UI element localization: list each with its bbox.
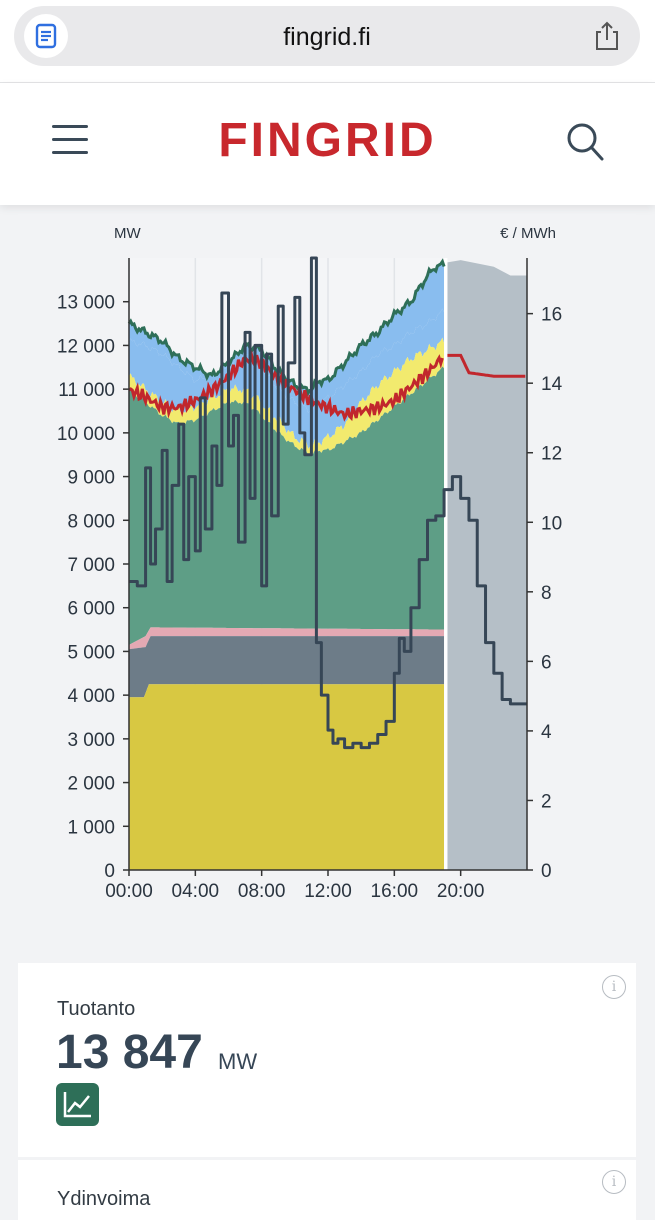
y-left-tick-label: 7 000	[67, 555, 115, 576]
series-area-pink	[129, 627, 445, 650]
series-area-nuclear	[129, 684, 445, 870]
production-card: Tuotanto 13 847 MW i	[18, 963, 636, 1157]
forecast-divider	[444, 258, 448, 870]
y-left-tick-label: 3 000	[67, 730, 115, 751]
right-unit-label: € / MWh	[500, 225, 556, 242]
info-icon[interactable]: i	[602, 975, 626, 999]
y-left-tick-label: 2 000	[67, 774, 115, 795]
y-right-tick-label: 12	[541, 444, 562, 465]
x-tick-label: 12:00	[304, 881, 352, 902]
x-tick-label: 04:00	[172, 881, 220, 902]
info-icon[interactable]: i	[602, 1170, 626, 1194]
x-tick-label: 00:00	[105, 881, 153, 902]
forecast-area	[447, 260, 527, 870]
y-left-tick-label: 8 000	[67, 511, 115, 532]
y-left-tick-label: 0	[104, 861, 115, 882]
y-right-tick-label: 6	[541, 652, 552, 673]
y-right-tick-label: 8	[541, 583, 552, 604]
y-left-tick-label: 11 000	[58, 380, 115, 401]
series-area-green	[129, 366, 445, 645]
series-area-yellow	[129, 337, 445, 456]
y-right-tick-label: 14	[541, 374, 563, 395]
series-area-grey	[129, 636, 445, 698]
production-unit: MW	[218, 1049, 258, 1074]
address-bar[interactable]: fingrid.fi	[14, 6, 640, 66]
series-line-price	[128, 350, 526, 422]
y-left-tick-label: 5 000	[67, 642, 115, 663]
search-icon[interactable]	[565, 121, 605, 163]
chart-svg[interactable]: MW € / MWh 13 000 12 000 11 000 10 000 9 000…	[18, 214, 636, 959]
y-right-tick-label: 0	[541, 861, 552, 882]
url-text[interactable]: fingrid.fi	[283, 23, 371, 51]
y-left-tick-label: 4 000	[67, 686, 115, 707]
y-right-tick-label: 16	[541, 305, 562, 326]
production-label: Tuotanto	[57, 998, 136, 1020]
y-left-tick-label: 1 000	[67, 817, 115, 838]
reader-icon[interactable]	[24, 14, 68, 58]
line-chart-icon[interactable]	[56, 1083, 99, 1126]
y-left-tick-label: 10 000	[57, 424, 115, 445]
series-line-dark	[129, 256, 527, 750]
y-left-tick-label: 13 000	[57, 293, 115, 314]
fingrid-logo[interactable]: FINGRID	[218, 114, 437, 167]
y-right-tick-label: 10	[541, 513, 562, 534]
site-header: FINGRID	[0, 83, 655, 205]
series-area-blue-fill	[129, 308, 445, 449]
nuclear-card: Ydinvoima i	[18, 1160, 636, 1220]
y-right-tick-label: 2	[541, 791, 552, 812]
y-right-tick-label: 4	[541, 722, 552, 743]
left-unit-label: MW	[114, 225, 141, 242]
x-tick-label: 16:00	[371, 881, 419, 902]
power-chart: MW € / MWh 13 000 12 000 11 000 10 000 9 000…	[18, 214, 636, 959]
y-left-tick-label: 6 000	[67, 599, 115, 620]
y-left-tick-label: 9 000	[67, 468, 115, 489]
hamburger-menu-icon[interactable]	[52, 125, 88, 159]
production-value: 13 847	[56, 1026, 203, 1079]
x-tick-label: 20:00	[437, 881, 485, 902]
x-tick-label: 08:00	[238, 881, 286, 902]
share-icon[interactable]	[592, 20, 622, 52]
browser-bar: fingrid.fi	[0, 0, 655, 83]
y-left-tick-label: 12 000	[57, 336, 115, 357]
